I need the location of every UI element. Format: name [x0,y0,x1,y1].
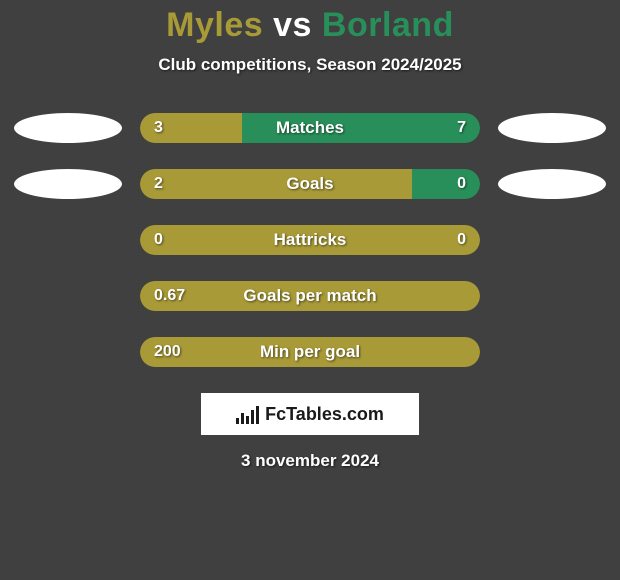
stat-bar: 37Matches [140,113,480,143]
player-left-name: Myles [166,6,263,44]
player-right-marker [498,113,606,143]
stat-row: 00Hattricks [0,225,620,255]
stat-row: 0.67Goals per match [0,281,620,311]
stat-label: Min per goal [140,337,480,367]
stat-bar: 20Goals [140,169,480,199]
stat-row: 200Min per goal [0,337,620,367]
spacer [498,281,606,311]
player-left-marker [14,169,122,199]
player-right-marker [498,169,606,199]
vs-text: vs [273,6,312,44]
stat-bar: 0.67Goals per match [140,281,480,311]
stat-bar: 200Min per goal [140,337,480,367]
brand-box[interactable]: FcTables.com [201,393,419,435]
spacer [14,225,122,255]
brand-text: FcTables.com [265,404,384,425]
stat-row: 37Matches [0,113,620,143]
player-left-marker [14,113,122,143]
player-right-name: Borland [322,6,454,44]
spacer [14,337,122,367]
subtitle: Club competitions, Season 2024/2025 [0,55,620,75]
spacer [498,225,606,255]
spacer [498,337,606,367]
stat-bar: 00Hattricks [140,225,480,255]
stat-label: Matches [140,113,480,143]
bar-chart-icon [236,404,259,424]
stat-label: Hattricks [140,225,480,255]
spacer [14,281,122,311]
stat-label: Goals per match [140,281,480,311]
comparison-widget: Myles vs Borland Club competitions, Seas… [0,0,620,471]
page-title: Myles vs Borland [0,6,620,45]
stat-label: Goals [140,169,480,199]
stat-row: 20Goals [0,169,620,199]
stats-block: 37Matches 20Goals 00Hattricks 0.67Goals per… [0,113,620,367]
date-label: 3 november 2024 [0,451,620,471]
